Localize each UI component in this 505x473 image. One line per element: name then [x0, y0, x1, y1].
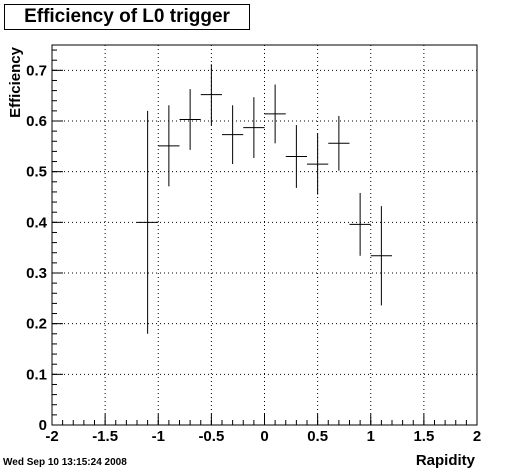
- data-point: [243, 97, 265, 158]
- data-point: [307, 133, 329, 195]
- data-point: [328, 115, 350, 171]
- y-tick-label: 0.5: [26, 164, 47, 181]
- y-axis-label: Efficiency: [7, 46, 24, 118]
- data-point: [200, 64, 222, 126]
- y-tick-label: 0.6: [26, 113, 47, 130]
- x-tick-label: -1.5: [92, 428, 118, 445]
- axis-ticks: [51, 49, 478, 426]
- y-tick-label: 0: [39, 417, 47, 434]
- y-tick-label: 0.2: [26, 316, 47, 333]
- x-tick-label: 2: [473, 428, 481, 445]
- x-tick-label: -1: [152, 428, 165, 445]
- x-tick-label: 0.5: [307, 428, 328, 445]
- data-point: [179, 89, 201, 150]
- data-point: [370, 206, 392, 306]
- x-tick-label: 1.5: [413, 428, 434, 445]
- grid: [52, 45, 477, 425]
- chart-title: Efficiency of L0 trigger: [24, 6, 230, 27]
- x-tick-label: -0.5: [198, 428, 224, 445]
- data-point: [264, 84, 286, 144]
- data-point: [285, 125, 307, 188]
- data-points: [137, 64, 392, 334]
- y-tick-label: 0.1: [26, 366, 47, 383]
- x-tick-label: 1: [367, 428, 375, 445]
- x-tick-label: -2: [45, 428, 58, 445]
- data-point: [222, 105, 244, 165]
- data-point: [349, 192, 371, 256]
- tick-labels: -2 -1.5 -1 -0.5 0 0.5 1 1.5 2 0 0.1 0.2 0.3 0.4 0.5 0.6…: [26, 62, 481, 445]
- x-tick-label: 0: [260, 428, 268, 445]
- y-tick-label: 0.3: [26, 265, 47, 282]
- y-tick-label: 0.7: [26, 62, 47, 79]
- data-point: [158, 105, 180, 187]
- timestamp: Wed Sep 10 13:15:24 2008: [3, 457, 127, 468]
- chart-title-box: Efficiency of L0 trigger: [4, 4, 250, 30]
- y-tick-label: 0.4: [26, 214, 48, 231]
- x-axis-label: Rapidity: [416, 452, 476, 469]
- data-point: [137, 110, 159, 334]
